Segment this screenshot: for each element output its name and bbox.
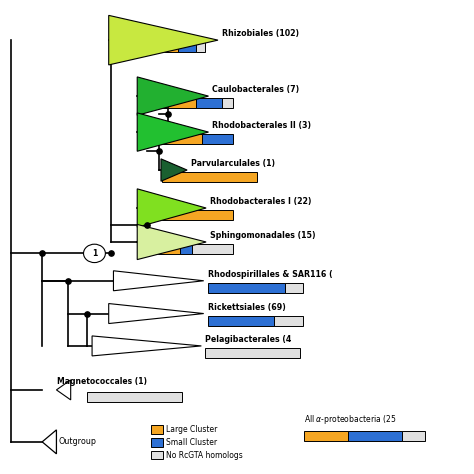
Bar xyxy=(191,244,233,254)
Text: Rickettsiales (69): Rickettsiales (69) xyxy=(208,302,285,311)
Text: No RcGTA homologs: No RcGTA homologs xyxy=(166,451,243,460)
Bar xyxy=(138,134,202,144)
Text: Sphingomonadales (15): Sphingomonadales (15) xyxy=(210,231,315,240)
Text: Outgroup: Outgroup xyxy=(59,438,97,447)
Text: Small Cluster: Small Cluster xyxy=(166,438,217,447)
Bar xyxy=(152,425,164,434)
Bar xyxy=(138,210,233,220)
Text: Caulobacterales (7): Caulobacterales (7) xyxy=(212,85,300,94)
Bar xyxy=(138,244,180,254)
Text: Large Cluster: Large Cluster xyxy=(166,425,217,434)
Polygon shape xyxy=(161,159,187,181)
Polygon shape xyxy=(56,380,71,400)
Bar xyxy=(138,98,196,108)
Bar xyxy=(180,244,191,254)
Polygon shape xyxy=(113,271,204,291)
Polygon shape xyxy=(109,303,204,324)
Bar xyxy=(208,316,274,326)
Polygon shape xyxy=(137,224,206,260)
Bar xyxy=(196,42,205,52)
Bar xyxy=(205,348,300,358)
Bar xyxy=(109,42,178,52)
Bar xyxy=(208,283,285,293)
Circle shape xyxy=(83,244,105,263)
Bar xyxy=(196,98,222,108)
Bar xyxy=(274,316,302,326)
Text: Rhizobiales (102): Rhizobiales (102) xyxy=(222,29,299,38)
Bar xyxy=(152,438,164,447)
Polygon shape xyxy=(42,430,56,454)
Polygon shape xyxy=(137,77,209,115)
Bar xyxy=(402,431,425,441)
Text: Pelagibacterales (4: Pelagibacterales (4 xyxy=(205,335,292,344)
Polygon shape xyxy=(92,336,201,356)
Bar xyxy=(222,98,233,108)
Text: All $\alpha$-proteobacteria (25: All $\alpha$-proteobacteria (25 xyxy=(303,413,396,426)
Bar xyxy=(152,451,164,459)
Text: Rhodobacterales I (22): Rhodobacterales I (22) xyxy=(210,197,311,206)
Bar xyxy=(303,431,348,441)
Polygon shape xyxy=(137,113,209,151)
Bar xyxy=(202,134,233,144)
Bar xyxy=(285,283,302,293)
Text: Magnetococcales (1): Magnetococcales (1) xyxy=(57,377,147,386)
Bar xyxy=(178,42,196,52)
Polygon shape xyxy=(137,189,206,227)
Bar xyxy=(162,172,257,182)
Text: 1: 1 xyxy=(92,249,97,258)
Bar xyxy=(348,431,402,441)
Text: Rhodospirillales & SAR116 (: Rhodospirillales & SAR116 ( xyxy=(208,270,332,279)
Text: Rhodobacterales II (3): Rhodobacterales II (3) xyxy=(212,121,311,130)
Bar xyxy=(87,392,182,402)
Text: Parvularculales (1): Parvularculales (1) xyxy=(191,159,275,168)
Polygon shape xyxy=(109,15,218,65)
